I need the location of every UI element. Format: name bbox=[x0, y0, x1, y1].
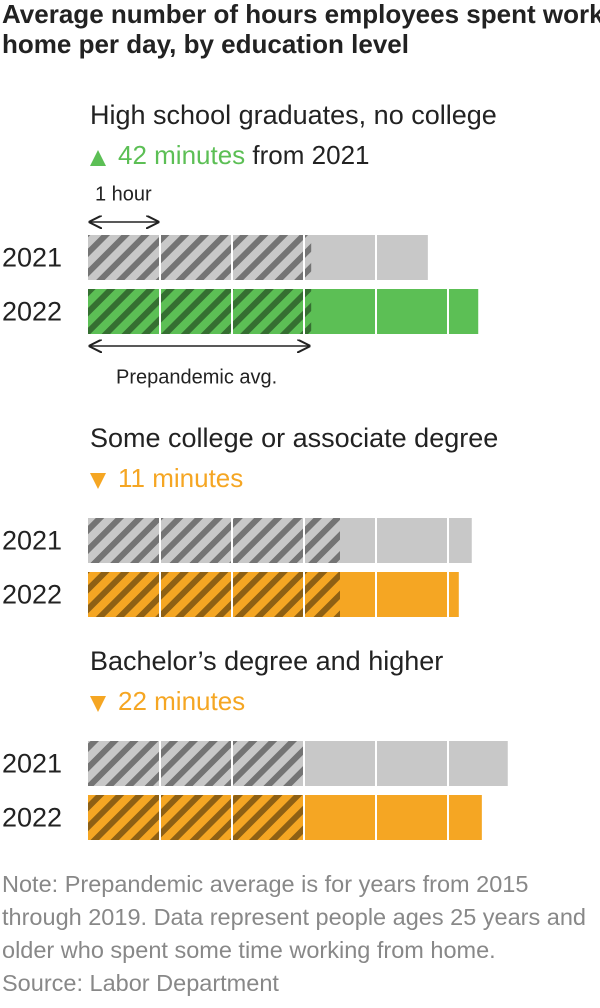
note: Note: Prepandemic average is for years f… bbox=[2, 871, 587, 963]
scale-label: 1 hour bbox=[95, 183, 152, 205]
change-arrow bbox=[90, 696, 106, 712]
row-label: 2021 bbox=[2, 526, 62, 556]
prepandemic-hatch bbox=[88, 572, 340, 617]
chart-title: Average number of hours employees spent … bbox=[2, 0, 600, 59]
source: Source: Labor Department bbox=[2, 970, 279, 996]
change-arrow bbox=[90, 473, 106, 489]
panel-title: Bachelor’s degree and higher bbox=[90, 646, 443, 676]
prepandemic-hatch bbox=[88, 795, 305, 840]
change-label: 42 minutes bbox=[118, 140, 245, 170]
prepandemic-hatch bbox=[88, 235, 312, 280]
change-text: 42 minutes from 2021 bbox=[118, 140, 370, 170]
panel-title: Some college or associate degree bbox=[90, 423, 498, 453]
prepandemic-hatch bbox=[88, 518, 340, 563]
change-label: 11 minutes bbox=[118, 463, 243, 493]
row-label: 2022 bbox=[2, 803, 62, 833]
prepandemic-hatch bbox=[88, 289, 312, 334]
chart: Average number of hours employees spent … bbox=[2, 0, 600, 840]
row-label: 2022 bbox=[2, 580, 62, 610]
panel-title: High school graduates, no college bbox=[90, 100, 497, 130]
row-label: 2021 bbox=[2, 749, 62, 779]
prepandemic-hatch bbox=[88, 741, 305, 786]
change-text: 22 minutes bbox=[118, 686, 245, 716]
row-label: 2021 bbox=[2, 243, 62, 273]
change-text: 11 minutes bbox=[118, 463, 243, 493]
change-suffix: from 2021 bbox=[252, 140, 369, 170]
change-arrow bbox=[90, 150, 106, 166]
row-label: 2022 bbox=[2, 297, 62, 327]
prepandemic-label: Prepandemic avg. bbox=[116, 366, 277, 388]
change-label: 22 minutes bbox=[118, 686, 245, 716]
